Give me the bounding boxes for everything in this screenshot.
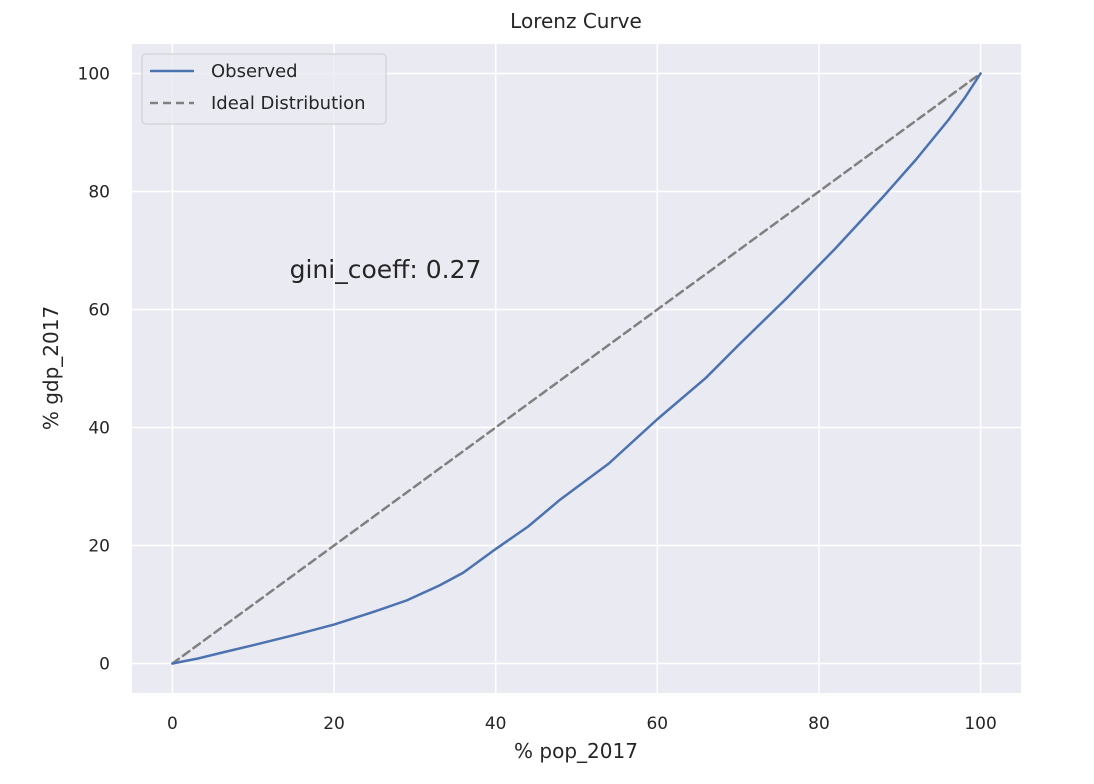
legend-label-ideal: Ideal Distribution (211, 93, 366, 114)
ideal-distribution-line (171, 72, 982, 665)
y-tick-label: 40 (88, 419, 110, 439)
legend-box (141, 53, 387, 125)
tick-labels: 0 20 40 60 80 100 0 20 40 60 80 100 (78, 65, 997, 735)
gini-annotation: gini_coeff: 0.27 (290, 255, 482, 284)
x-tick-label: 0 (167, 714, 178, 734)
y-tick-label: 80 (88, 183, 110, 203)
y-tick-label: 20 (88, 537, 110, 557)
y-tick-label: 60 (88, 301, 110, 321)
x-tick-label: 60 (646, 714, 668, 734)
x-tick-label: 40 (485, 714, 507, 734)
chart-title: Lorenz Curve (510, 9, 642, 33)
grid-lines (132, 44, 1021, 693)
x-tick-label: 20 (323, 714, 345, 734)
x-axis-label: % pop_2017 (514, 739, 638, 763)
y-axis-label: % gdp_2017 (39, 306, 63, 430)
y-tick-label: 0 (99, 655, 110, 675)
observed-line (171, 72, 982, 665)
series-group (171, 72, 982, 665)
legend: Observed Ideal Distribution (141, 53, 387, 125)
y-tick-label: 100 (78, 65, 110, 85)
x-tick-label: 100 (964, 714, 996, 734)
x-tick-label: 80 (808, 714, 830, 734)
legend-label-observed: Observed (211, 61, 298, 82)
